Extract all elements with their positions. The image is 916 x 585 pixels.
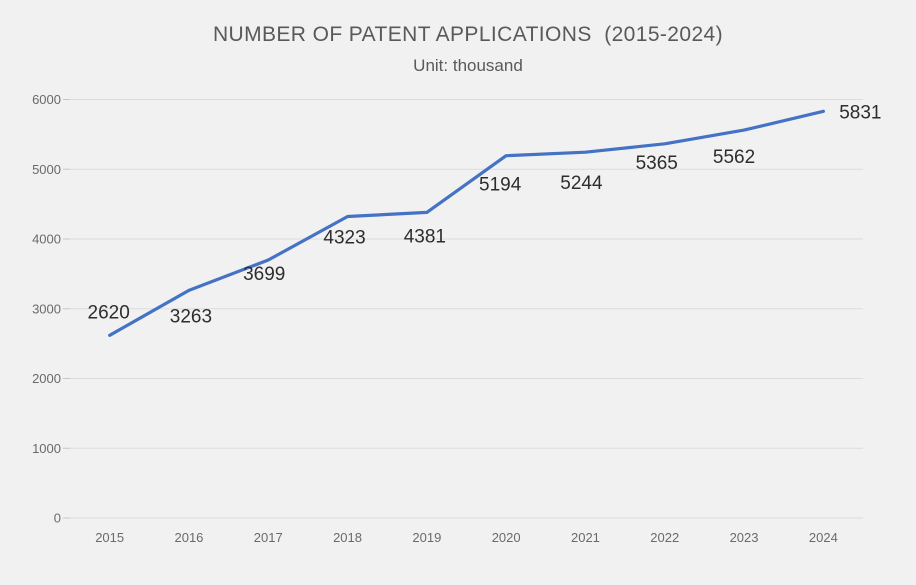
data-series-line — [108, 109, 826, 337]
x-axis-tick-label: 2024 — [809, 530, 838, 545]
data-point-label: 3699 — [243, 264, 285, 285]
x-axis-tick-label: 2022 — [650, 530, 679, 545]
y-axis-tick-label: 6000 — [32, 92, 61, 107]
y-axis-tick-label: 5000 — [32, 162, 61, 177]
chart-title: NUMBER OF PATENT APPLICATIONS (2015-2024… — [212, 23, 724, 46]
x-axis-tick-label: 2019 — [412, 530, 441, 545]
data-point-label: 4381 — [404, 226, 446, 247]
data-point-label: 5365 — [636, 153, 678, 174]
chart-subtitle: Unit: thousand — [413, 56, 523, 75]
y-axis-tick-label: 2000 — [32, 371, 61, 386]
y-axis-tick-label: 1000 — [32, 441, 61, 456]
data-point-label: 5831 — [839, 102, 881, 123]
x-axis-tick-label: 2015 — [95, 530, 124, 545]
x-axis-tick-label: 2018 — [333, 530, 362, 545]
x-axis-tick-label: 2017 — [254, 530, 283, 545]
data-point-label: 3263 — [170, 306, 212, 327]
data-point-label: 5562 — [713, 147, 755, 168]
x-axis-tick-label: 2023 — [730, 530, 759, 545]
y-axis-tick-label: 4000 — [32, 232, 61, 247]
y-axis-tick-label: 3000 — [32, 301, 61, 316]
data-point-label: 5194 — [479, 175, 522, 196]
x-axis-tick-label: 2016 — [174, 530, 203, 545]
y-axis-tick-label: 0 — [54, 511, 61, 526]
data-point-label: 4323 — [323, 227, 365, 248]
x-axis-tick-label: 2021 — [571, 530, 600, 545]
x-axis-tick-label: 2020 — [492, 530, 521, 545]
data-point-label: 2620 — [88, 302, 130, 323]
data-point-label: 5244 — [560, 173, 603, 194]
